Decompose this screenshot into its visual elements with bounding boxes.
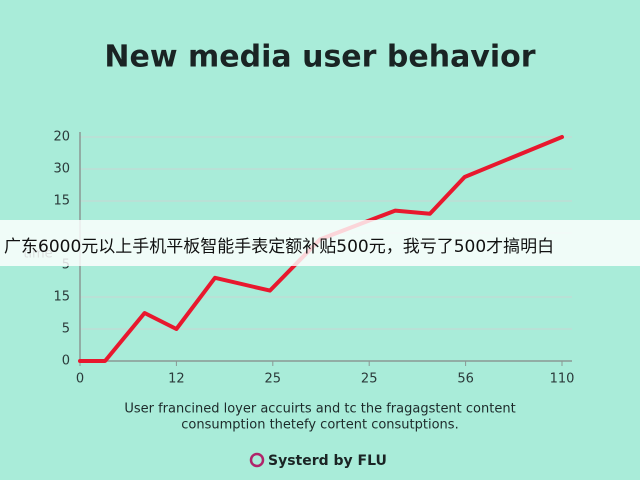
- chart-title: New media user behavior: [104, 40, 535, 75]
- y-tick-label: 5: [62, 322, 70, 337]
- x-tick-label: 56: [457, 372, 474, 387]
- banner-text: 广东6000元以上手机平板智能手表定额补贴500元，我亏了500才搞明白: [4, 237, 555, 257]
- caption: User francined loyer accuirts and tc the…: [124, 402, 515, 417]
- y-tick-label: 0: [62, 354, 70, 369]
- x-tick-label: 12: [168, 372, 185, 387]
- footer-icon: [249, 452, 265, 468]
- x-tick-label: 25: [361, 372, 378, 387]
- y-tick-label: 20: [53, 130, 70, 145]
- caption: consumption thetefy cortent consutptions…: [181, 418, 458, 433]
- line: [78, 135, 564, 363]
- banner: [0, 220, 640, 266]
- x-tick-label: 0: [76, 372, 84, 387]
- y-tick-label: 15: [53, 194, 70, 209]
- y-tick-label: 15: [53, 290, 70, 305]
- x-tick-label: 25: [265, 372, 282, 387]
- y-tick-label: 30: [53, 162, 70, 177]
- footer: Systerd by FLU: [268, 453, 387, 469]
- x-tick-label: 110: [550, 372, 575, 387]
